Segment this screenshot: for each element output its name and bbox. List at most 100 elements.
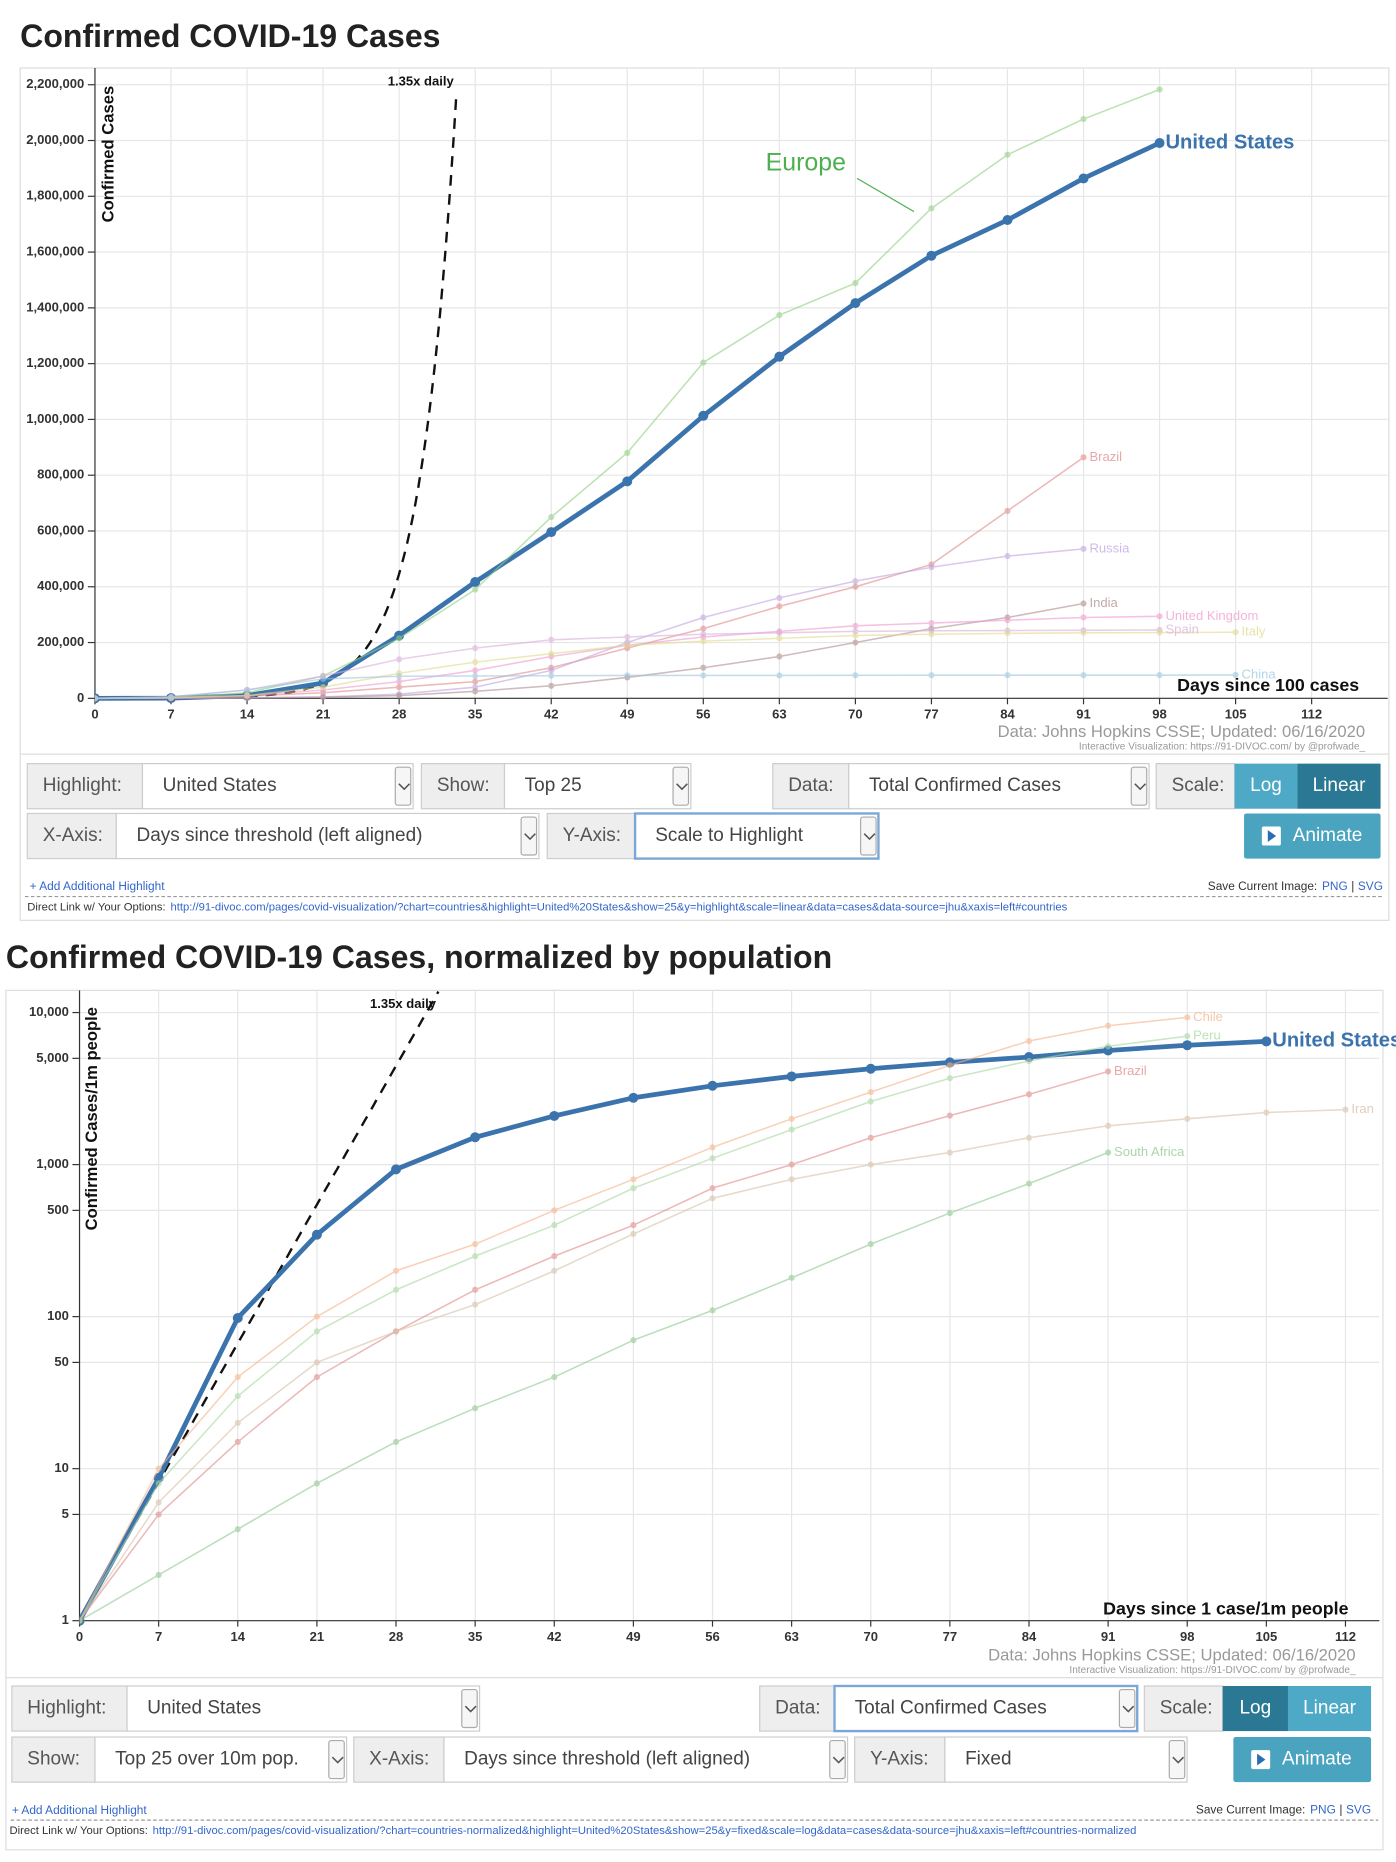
series-label: Brazil — [1114, 1063, 1147, 1078]
data-point — [700, 672, 707, 679]
series-line — [79, 1151, 1109, 1622]
data-point — [709, 1307, 716, 1314]
field-label-box — [11, 1736, 96, 1783]
dropdown-field: Y-Axis: Scale to Highlight — [546, 812, 880, 860]
data-point — [396, 656, 403, 663]
y-axis-title: Confirmed Cases/1m people — [82, 1007, 101, 1230]
data-point — [852, 583, 859, 590]
add-highlight-link[interactable]: + Add Additional Highlight — [12, 1803, 148, 1817]
data-point — [1232, 629, 1239, 636]
data-point — [396, 673, 403, 680]
dropdown-arrow — [676, 783, 688, 791]
direct-link-url[interactable]: http://91-divoc.com/pages/covid-visualiz… — [153, 1825, 1137, 1837]
data-point — [1080, 454, 1087, 461]
animate-box — [1244, 813, 1381, 859]
data-point — [1025, 1091, 1033, 1098]
x-tick-label: 28 — [389, 1629, 404, 1644]
data-point — [1004, 630, 1011, 637]
dropdown-field: Highlight: United States — [11, 1685, 481, 1732]
y-tick-label: 1,200,000 — [26, 355, 84, 370]
data-point — [700, 638, 707, 645]
data-point — [852, 639, 859, 646]
y-tick-label: 2,200,000 — [26, 76, 84, 91]
dropdown[interactable]: Scale to Highlight — [633, 812, 880, 860]
data-point — [234, 1526, 241, 1533]
dropdown[interactable]: United States — [141, 763, 414, 810]
scale-button[interactable]: Linear — [1287, 1685, 1372, 1732]
dropdown[interactable]: Total Confirmed Cases — [848, 763, 1150, 810]
data-point — [630, 1222, 637, 1229]
scale-button[interactable]: Linear — [1297, 763, 1381, 809]
field-label-box — [26, 812, 117, 860]
data-point — [548, 672, 555, 679]
x-tick-label: 77 — [924, 706, 939, 721]
data-point — [391, 1164, 402, 1175]
dropdown-arrow-box — [461, 1688, 478, 1729]
data-point — [1342, 1106, 1349, 1113]
series-label: Iran — [1351, 1101, 1373, 1116]
dropdown-box — [94, 1736, 348, 1783]
y-tick-label: 5,000 — [36, 1050, 69, 1065]
dropdown-field: Highlight: United States — [26, 763, 414, 810]
save-save-png[interactable]: PNG — [1322, 879, 1348, 893]
dropdown-box — [833, 1684, 1139, 1733]
add-highlight-link[interactable]: + Add Additional Highlight — [30, 879, 166, 893]
data-point — [1004, 507, 1011, 514]
chart-title: Confirmed COVID-19 Cases, normalized by … — [6, 939, 832, 975]
data-point — [79, 1617, 83, 1624]
scale-button[interactable]: Log — [1222, 1685, 1288, 1732]
data-point — [392, 1328, 400, 1335]
data-point — [472, 658, 479, 666]
dropdown-field: Data: Total Confirmed Cases — [759, 1684, 1139, 1733]
x-axis-title: Days since 100 cases — [1177, 675, 1359, 695]
dropdown[interactable]: Top 25 — [503, 763, 692, 810]
direct-link-url[interactable]: http://91-divoc.com/pages/covid-visualiz… — [170, 901, 1067, 913]
field-label: Data: — [775, 1698, 820, 1719]
animate-button[interactable]: Animate — [1233, 1737, 1372, 1783]
direct-link-label: Direct Link w/ Your Options: — [9, 1825, 147, 1837]
chart-title: Confirmed COVID-19 Cases — [20, 18, 440, 54]
data-point — [776, 635, 783, 642]
scale-label-box — [1143, 1685, 1224, 1732]
y-tick-label: 100 — [47, 1308, 69, 1323]
reference-label: 1.35x daily — [388, 74, 455, 89]
dropdown[interactable]: Days since threshold (left aligned) — [115, 812, 540, 860]
series-label: United States — [1272, 1030, 1396, 1052]
series-group — [79, 1149, 1112, 1624]
x-tick-label: 112 — [1335, 1629, 1356, 1644]
dropdown[interactable]: Fixed — [944, 1736, 1188, 1783]
data-point — [392, 1286, 400, 1293]
dropdown[interactable]: Total Confirmed Cases — [833, 1684, 1139, 1733]
data-point — [155, 1499, 162, 1506]
dropdown-arrow — [331, 1756, 344, 1764]
dropdown-field: Show: Top 25 over 10m pop. — [11, 1736, 348, 1783]
y-tick-label: 800,000 — [37, 467, 84, 482]
x-tick-label: 35 — [468, 706, 483, 721]
dropdown[interactable]: United States — [126, 1685, 481, 1732]
y-tick-label: 2,000,000 — [26, 132, 84, 147]
data-point — [549, 1110, 560, 1121]
data-point — [548, 636, 555, 643]
save-save-svg[interactable]: SVG — [1358, 879, 1383, 893]
data-point — [1263, 1109, 1270, 1116]
dropdown[interactable]: Days since threshold (left aligned) — [443, 1736, 849, 1783]
field-label-box — [759, 1685, 836, 1732]
dropdown-value: Days since threshold (left aligned) — [464, 1749, 750, 1770]
data-point — [392, 1267, 400, 1274]
scale-button-box — [1287, 1685, 1372, 1732]
data-point — [700, 631, 707, 638]
data-point — [311, 1229, 322, 1240]
field-label-box — [772, 763, 850, 810]
scale-button[interactable]: Log — [1234, 763, 1298, 809]
data-point — [788, 1161, 795, 1168]
direct-link-label: Direct Link w/ Your Options: — [27, 901, 165, 913]
data-point — [234, 1438, 241, 1445]
data-point — [243, 686, 251, 694]
save-save-svg[interactable]: SVG — [1346, 1803, 1371, 1817]
field-label: Y-Axis: — [870, 1749, 928, 1770]
data-point — [788, 1115, 795, 1122]
save-save-png[interactable]: PNG — [1310, 1803, 1336, 1817]
animate-button[interactable]: Animate — [1244, 813, 1381, 859]
data-point — [946, 1209, 953, 1217]
dropdown[interactable]: Top 25 over 10m pop. — [94, 1736, 348, 1783]
